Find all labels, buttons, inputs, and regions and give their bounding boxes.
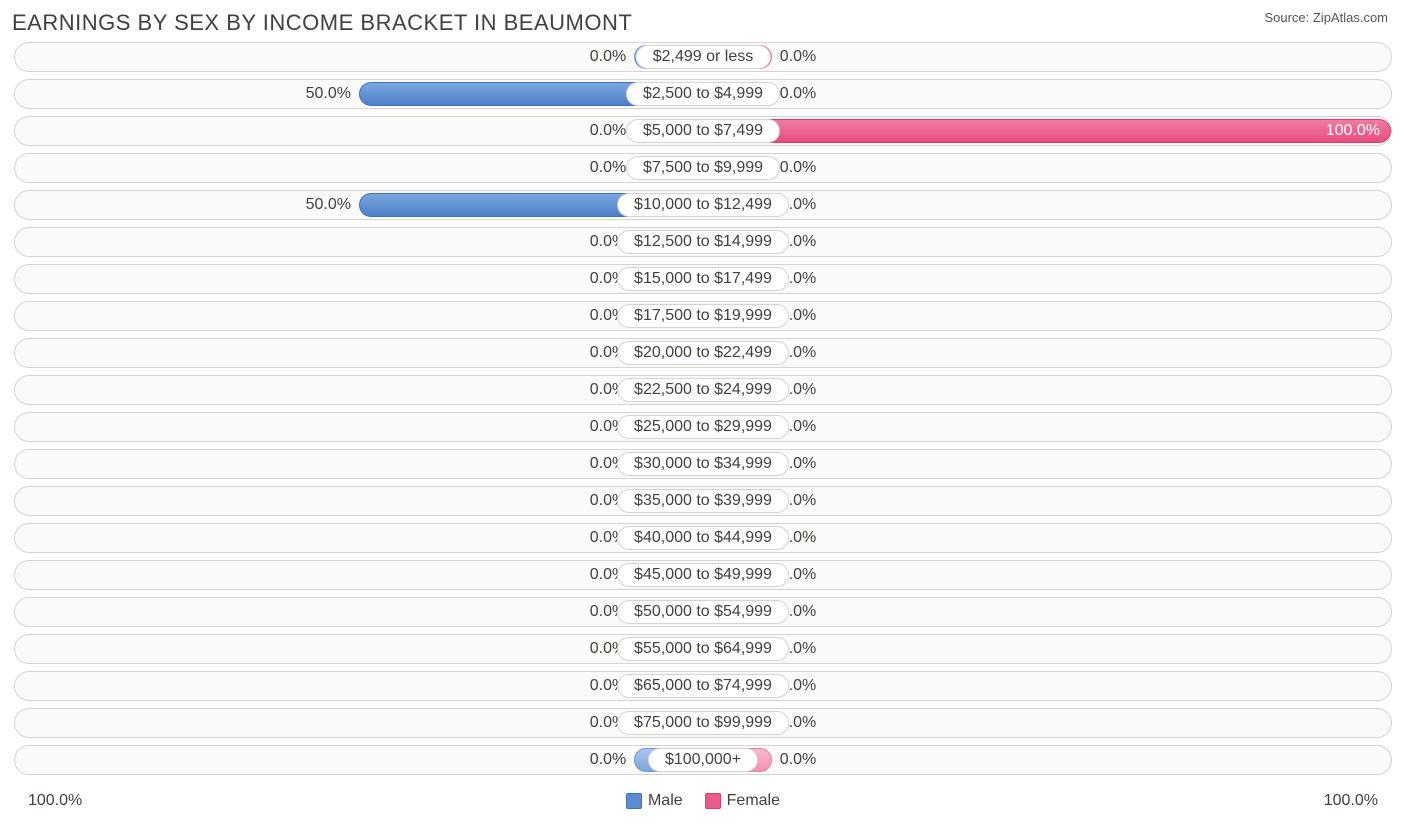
bracket-label: $40,000 to $44,999	[617, 526, 789, 550]
female-swatch-icon	[705, 793, 721, 809]
legend-female-label: Female	[727, 792, 780, 810]
chart-row: 50.0% 0.0%$2,500 to $4,999	[14, 79, 1392, 109]
chart-row: 0.0%0.0%$12,500 to $14,999	[14, 227, 1392, 257]
female-pct-label: 0.0%	[780, 85, 816, 103]
bracket-label: $35,000 to $39,999	[617, 489, 789, 513]
chart-row: 0.0% 100.0% $5,000 to $7,499	[14, 116, 1392, 146]
female-pct-label: 0.0%	[780, 159, 816, 177]
chart-row: 0.0%0.0%$15,000 to $17,499	[14, 264, 1392, 294]
bracket-label: $65,000 to $74,999	[617, 674, 789, 698]
chart-row: 0.0% 0.0% $100,000+	[14, 745, 1392, 775]
bracket-label: $17,500 to $19,999	[617, 304, 789, 328]
chart-header: EARNINGS BY SEX BY INCOME BRACKET IN BEA…	[0, 0, 1406, 42]
bracket-label: $45,000 to $49,999	[617, 563, 789, 587]
bracket-label: $25,000 to $29,999	[617, 415, 789, 439]
chart-row: 0.0%0.0%$20,000 to $22,499	[14, 338, 1392, 368]
female-pct-label: 0.0%	[780, 48, 816, 66]
legend-item-male: Male	[626, 792, 683, 810]
axis-left-label: 100.0%	[28, 792, 82, 810]
male-pct-label: 0.0%	[590, 122, 626, 140]
bracket-label: $2,499 or less	[636, 45, 771, 69]
male-pct-label: 50.0%	[306, 196, 351, 214]
chart-title: EARNINGS BY SEX BY INCOME BRACKET IN BEA…	[12, 10, 632, 36]
chart-row: 0.0%0.0%$45,000 to $49,999	[14, 560, 1392, 590]
chart-row: 0.0%0.0%$22,500 to $24,999	[14, 375, 1392, 405]
male-pct-label: 50.0%	[306, 85, 351, 103]
chart-row: 0.0%0.0%$25,000 to $29,999	[14, 412, 1392, 442]
chart-row: 0.0% 0.0% $2,499 or less	[14, 42, 1392, 72]
chart-row: 0.0% 0.0%$7,500 to $9,999	[14, 153, 1392, 183]
chart-row: 0.0%0.0%$55,000 to $64,999	[14, 634, 1392, 664]
bracket-label: $30,000 to $34,999	[617, 452, 789, 476]
female-bar: 100.0%	[703, 119, 1391, 143]
male-pct-label: 0.0%	[590, 159, 626, 177]
chart-footer: 100.0% Male Female 100.0%	[0, 786, 1406, 824]
female-pct-label: 100.0%	[1316, 122, 1390, 140]
bracket-label: $7,500 to $9,999	[626, 156, 780, 180]
chart-source: Source: ZipAtlas.com	[1264, 10, 1388, 25]
chart-row: 0.0%0.0%$65,000 to $74,999	[14, 671, 1392, 701]
bracket-label: $100,000+	[648, 748, 758, 772]
male-pct-label: 0.0%	[590, 48, 626, 66]
chart-row: 0.0%0.0%$40,000 to $44,999	[14, 523, 1392, 553]
male-swatch-icon	[626, 793, 642, 809]
bracket-label: $2,500 to $4,999	[626, 82, 780, 106]
chart-row: 0.0%0.0%$50,000 to $54,999	[14, 597, 1392, 627]
bracket-label: $10,000 to $12,499	[617, 193, 789, 217]
bracket-label: $75,000 to $99,999	[617, 711, 789, 735]
chart-row: 0.0%0.0%$17,500 to $19,999	[14, 301, 1392, 331]
bracket-label: $12,500 to $14,999	[617, 230, 789, 254]
bracket-label: $20,000 to $22,499	[617, 341, 789, 365]
legend-item-female: Female	[705, 792, 780, 810]
bracket-label: $22,500 to $24,999	[617, 378, 789, 402]
axis-right-label: 100.0%	[1324, 792, 1378, 810]
bracket-label: $55,000 to $64,999	[617, 637, 789, 661]
chart-legend: Male Female	[82, 792, 1323, 810]
chart-row: 0.0%0.0%$75,000 to $99,999	[14, 708, 1392, 738]
chart-row: 0.0%0.0%$35,000 to $39,999	[14, 486, 1392, 516]
bracket-label: $15,000 to $17,499	[617, 267, 789, 291]
chart-row: 50.0%0.0%$10,000 to $12,499	[14, 190, 1392, 220]
legend-male-label: Male	[648, 792, 683, 810]
bracket-label: $50,000 to $54,999	[617, 600, 789, 624]
female-pct-label: 0.0%	[780, 751, 816, 769]
chart-body: 0.0%0.0%$2,499 or less50.0%0.0%$2,500 to…	[0, 42, 1406, 786]
bracket-label: $5,000 to $7,499	[626, 119, 780, 143]
male-pct-label: 0.0%	[590, 751, 626, 769]
chart-row: 0.0%0.0%$30,000 to $34,999	[14, 449, 1392, 479]
